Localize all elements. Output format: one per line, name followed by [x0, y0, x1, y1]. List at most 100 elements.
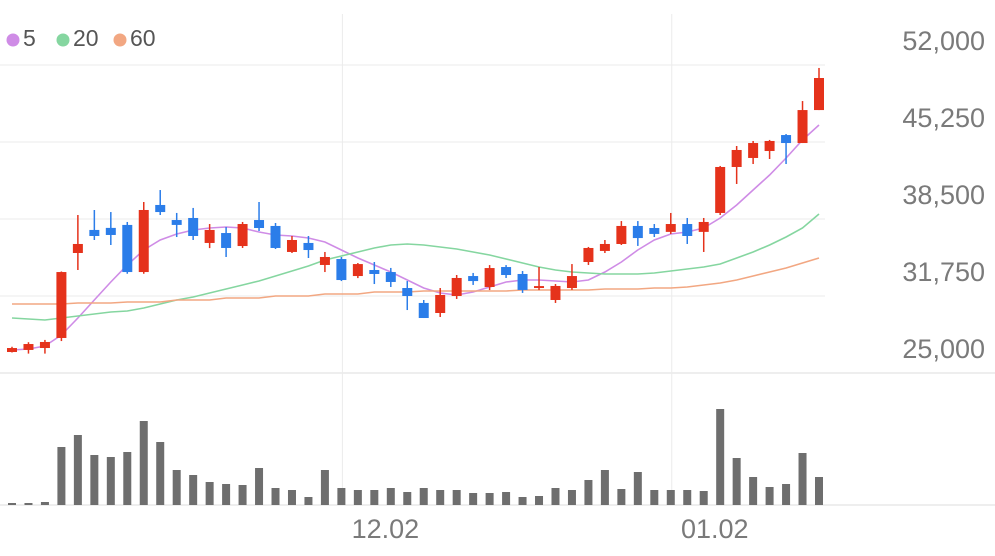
volume-bar [156, 442, 165, 505]
candle-body [748, 143, 759, 158]
volume-bar [617, 489, 626, 505]
candle-body [616, 225, 627, 244]
candle-body [764, 140, 775, 152]
candle-body [534, 286, 545, 289]
legend-marker [56, 33, 70, 47]
candle-body [468, 276, 479, 282]
moving-average-line [11, 124, 820, 351]
volume-bar [551, 488, 560, 505]
legend-marker [6, 33, 20, 47]
legend-marker [113, 33, 127, 47]
volume-bar [205, 482, 214, 505]
volume-bar [716, 409, 725, 505]
candle-body [418, 302, 429, 319]
candle-body [286, 239, 297, 252]
candle-body [105, 227, 116, 235]
y-tick-label: 31,750 [902, 257, 985, 287]
legend-label: 5 [23, 25, 36, 51]
candle-body [254, 220, 265, 229]
volume-bar [567, 490, 576, 505]
candle-body [319, 256, 330, 265]
candle-body [171, 220, 182, 225]
y-tick-label: 52,000 [902, 26, 985, 56]
legend-label: 60 [130, 25, 156, 51]
candle-body [72, 243, 83, 253]
candle-body [550, 285, 561, 300]
candle-body [56, 272, 67, 338]
candle-body [484, 268, 495, 287]
volume-bar [24, 503, 33, 505]
volume-bar [40, 502, 49, 505]
volume-bar [123, 452, 132, 505]
volume-bar [337, 488, 346, 505]
volume-bar [666, 490, 675, 505]
candle-body [402, 288, 413, 296]
volume-bar [798, 453, 807, 505]
volume-bar [650, 490, 659, 505]
candle-body [336, 259, 347, 281]
volume-bar [304, 497, 313, 505]
candle-body [814, 78, 824, 111]
volume-bar [90, 455, 99, 505]
volume-bar [584, 480, 593, 505]
candle-body [698, 221, 709, 232]
candle-body [138, 209, 149, 273]
volume-bar [699, 491, 708, 505]
candle-body [435, 294, 446, 313]
legend-label: 20 [73, 25, 99, 51]
candle-body [583, 247, 594, 263]
candle-body [649, 228, 660, 234]
volume-bar [139, 421, 148, 505]
volume-bar [518, 497, 527, 505]
x-tick-label: 01.02 [681, 514, 749, 544]
volume-bar [600, 470, 609, 505]
volume-bar [320, 470, 329, 505]
volume-bar [749, 477, 758, 505]
candle-body [237, 224, 248, 247]
candle-body [682, 224, 693, 236]
volume-bar [287, 490, 296, 505]
candle-body [385, 272, 396, 282]
candle-body [566, 276, 577, 289]
candle-body [781, 135, 792, 144]
volume-bar [238, 485, 247, 505]
candle-body [204, 229, 215, 243]
candle-body [715, 166, 726, 213]
volume-bar [436, 490, 445, 505]
volume-bar [732, 458, 741, 505]
volume-bar [172, 470, 181, 505]
volume-bar [535, 496, 544, 505]
volume-bar [353, 490, 362, 505]
volume-bar [633, 472, 642, 505]
candle-body [517, 273, 528, 290]
volume-bar [255, 468, 264, 505]
volume-bar [485, 493, 494, 505]
volume-bar [189, 475, 198, 505]
volume-bar [452, 490, 461, 505]
candle-body [188, 217, 199, 236]
candle-body [303, 242, 314, 251]
candle-body [23, 344, 34, 350]
candle-body [599, 243, 610, 251]
moving-average-line [12, 257, 820, 305]
volume-bar [271, 488, 280, 505]
candle-body [39, 341, 50, 349]
candle-body [122, 224, 133, 273]
candle-body [731, 149, 742, 167]
x-tick-label: 12.02 [352, 514, 420, 544]
y-tick-label: 45,250 [902, 103, 985, 133]
candle-body [352, 264, 363, 277]
volume-bar [222, 484, 231, 505]
volume-bar [57, 447, 66, 505]
candle-body [89, 229, 100, 236]
candle-body [632, 225, 643, 239]
candle-body [501, 267, 512, 276]
candle-body [451, 277, 462, 296]
candle-body [369, 269, 380, 274]
volume-bar [782, 484, 791, 505]
volume-bar [73, 435, 82, 505]
volume-bar [370, 490, 379, 505]
volume-bar [683, 490, 692, 505]
candle-body [797, 110, 808, 144]
